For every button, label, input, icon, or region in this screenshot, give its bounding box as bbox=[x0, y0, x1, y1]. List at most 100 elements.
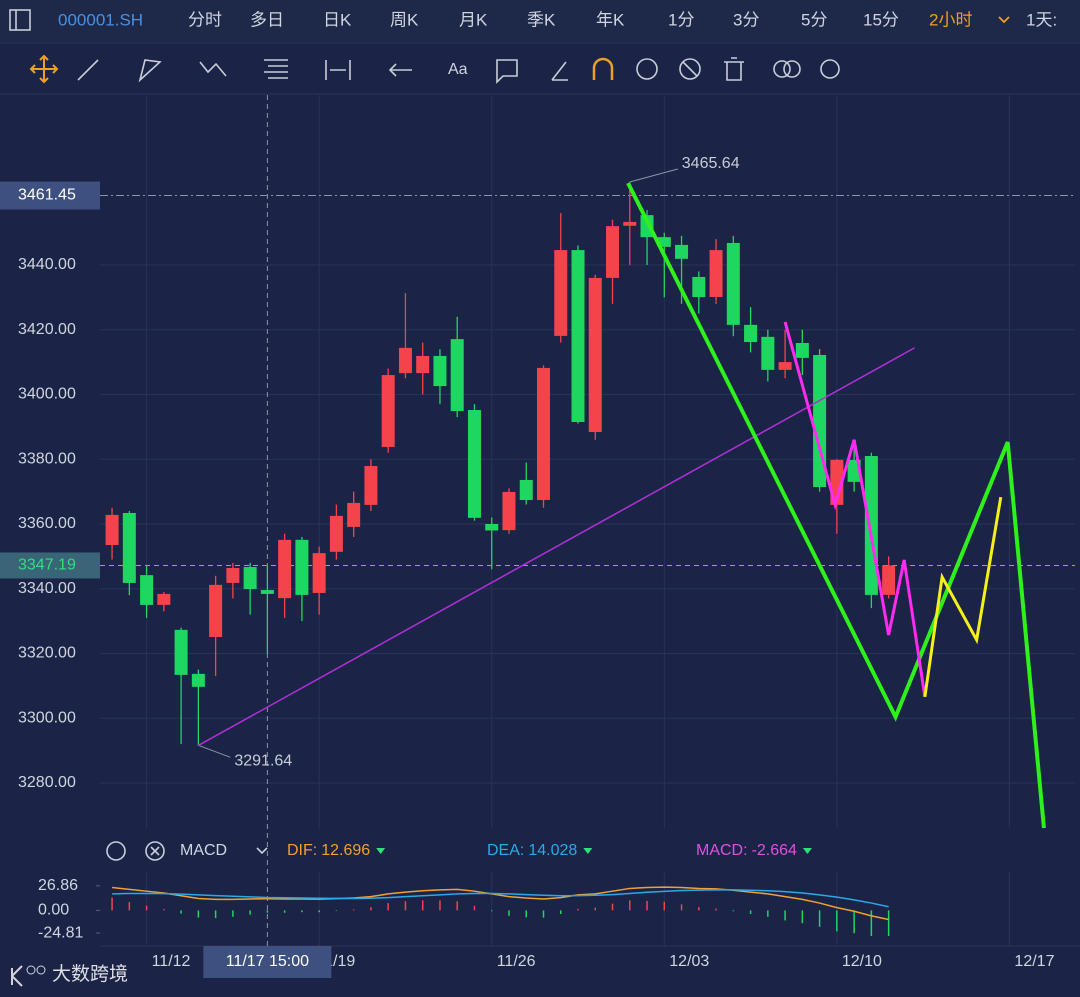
macd-close-x bbox=[150, 846, 160, 856]
period-tab[interactable]: 多日 bbox=[250, 10, 284, 29]
period-tab[interactable]: 分时 bbox=[188, 10, 222, 29]
crosshair-time-box bbox=[203, 946, 332, 978]
x-tick-label: 11/26 bbox=[497, 953, 536, 970]
y-tick-label: 3360.00 bbox=[18, 515, 76, 532]
period-tab[interactable]: 3分 bbox=[733, 10, 759, 29]
candle-body bbox=[416, 355, 430, 374]
x-tick-label: 12/03 bbox=[669, 953, 709, 970]
candle-body bbox=[433, 355, 447, 387]
drawing-line bbox=[626, 182, 1046, 829]
candle-body bbox=[260, 590, 274, 594]
y-tick-label: 3280.00 bbox=[18, 774, 76, 791]
period-tab[interactable]: 月K bbox=[459, 10, 488, 29]
candle-body bbox=[485, 523, 499, 531]
annotation-leader bbox=[629, 168, 678, 183]
measure-tool[interactable] bbox=[325, 60, 351, 80]
layout-icon[interactable] bbox=[9, 9, 31, 31]
arrow-tool[interactable] bbox=[388, 63, 412, 77]
candle-body bbox=[882, 565, 896, 595]
drawing-line bbox=[923, 496, 1003, 698]
candle-body bbox=[295, 539, 309, 595]
compare-tool-2 bbox=[783, 60, 801, 78]
crosshair-time: 11/17 15:00 bbox=[226, 953, 309, 970]
candle-body bbox=[364, 466, 378, 505]
settings-tool[interactable] bbox=[820, 59, 840, 79]
watermark-logo bbox=[11, 965, 23, 987]
drawing-line bbox=[783, 321, 927, 698]
candle-body bbox=[571, 250, 585, 423]
legend-value: 12.696 bbox=[321, 842, 370, 859]
wave-tool[interactable] bbox=[199, 61, 227, 77]
legend-name: DEA: bbox=[487, 842, 524, 859]
period-tab[interactable]: 5分 bbox=[801, 10, 827, 29]
watermark-text: 大数跨境 bbox=[52, 963, 128, 985]
period-tab[interactable]: 周K bbox=[390, 10, 419, 29]
crosshair-tool[interactable] bbox=[29, 54, 59, 84]
candle-body bbox=[467, 410, 481, 518]
legend-name: DIF: bbox=[287, 842, 317, 859]
candle-body bbox=[864, 455, 878, 595]
drawing-line bbox=[197, 347, 915, 747]
candle-body bbox=[140, 575, 154, 605]
macd-settings[interactable] bbox=[106, 841, 126, 861]
macd-y-tick-label: 26.86 bbox=[38, 877, 78, 894]
indicator-name: MACD bbox=[180, 842, 227, 859]
hide-tool[interactable] bbox=[679, 58, 701, 80]
candle-body bbox=[209, 584, 223, 637]
y-tick-label: 3300.00 bbox=[18, 709, 76, 726]
candle-body bbox=[174, 629, 188, 675]
note-tool[interactable] bbox=[496, 59, 518, 84]
hide-tool-slash bbox=[682, 61, 698, 77]
y-tick-label: 3440.00 bbox=[18, 256, 76, 273]
macd-close[interactable] bbox=[145, 841, 165, 861]
candle-body bbox=[588, 277, 602, 433]
indicator-dropdown[interactable] bbox=[256, 847, 268, 855]
annotation-leader bbox=[198, 744, 231, 758]
legend-value: -2.664 bbox=[752, 842, 797, 859]
drawing-tools: Aa bbox=[29, 54, 840, 84]
candle-body bbox=[657, 237, 671, 247]
period-dropdown[interactable] bbox=[998, 16, 1010, 24]
candle-body bbox=[623, 221, 637, 226]
last-price-box bbox=[0, 552, 100, 579]
period-tab[interactable]: 1分 bbox=[668, 10, 694, 29]
candle-body bbox=[606, 226, 620, 278]
y-tick-label: 3400.00 bbox=[18, 386, 76, 403]
candle-body bbox=[709, 250, 723, 298]
symbol[interactable]: 000001.SH bbox=[58, 10, 143, 29]
candle-body bbox=[122, 512, 136, 583]
period-tab[interactable]: 日K bbox=[323, 10, 352, 29]
annotation: 3291.64 bbox=[234, 753, 292, 770]
fib-tool[interactable] bbox=[264, 59, 288, 79]
delete-tool[interactable] bbox=[724, 57, 744, 81]
line-tool[interactable] bbox=[77, 59, 99, 81]
macd-line bbox=[112, 886, 889, 921]
x-tick-label: 11/12 bbox=[152, 953, 191, 970]
candle-body bbox=[744, 324, 758, 343]
period-tab[interactable]: 年K bbox=[596, 10, 625, 29]
angle-tool[interactable] bbox=[551, 61, 568, 81]
y-tick-label: 3320.00 bbox=[18, 645, 76, 662]
period-tab[interactable]: 2小时 bbox=[929, 10, 972, 29]
legend-value: 14.028 bbox=[528, 842, 577, 859]
x-tick-label: 12/17 bbox=[1014, 953, 1054, 970]
candle-body bbox=[536, 367, 550, 501]
x-tick-label: 1/19 bbox=[324, 953, 355, 970]
candle-body bbox=[243, 567, 257, 590]
watermark: 大数跨境 bbox=[11, 963, 128, 987]
legend-arrow bbox=[802, 848, 812, 854]
crosshair-price: 3461.45 bbox=[18, 187, 76, 204]
candle-body bbox=[795, 343, 809, 358]
magnet-tool[interactable] bbox=[592, 57, 614, 80]
period-tab[interactable]: 季K bbox=[527, 10, 556, 29]
candle-body bbox=[157, 593, 171, 605]
candle-body bbox=[278, 539, 292, 599]
sync-tool[interactable] bbox=[636, 58, 658, 80]
text-tool[interactable]: Aa bbox=[448, 61, 468, 78]
shape-tool[interactable] bbox=[138, 59, 162, 83]
period-tab[interactable]: 1天: bbox=[1026, 10, 1057, 29]
compare-tool[interactable] bbox=[773, 60, 791, 78]
period-tab[interactable]: 15分 bbox=[863, 10, 899, 29]
